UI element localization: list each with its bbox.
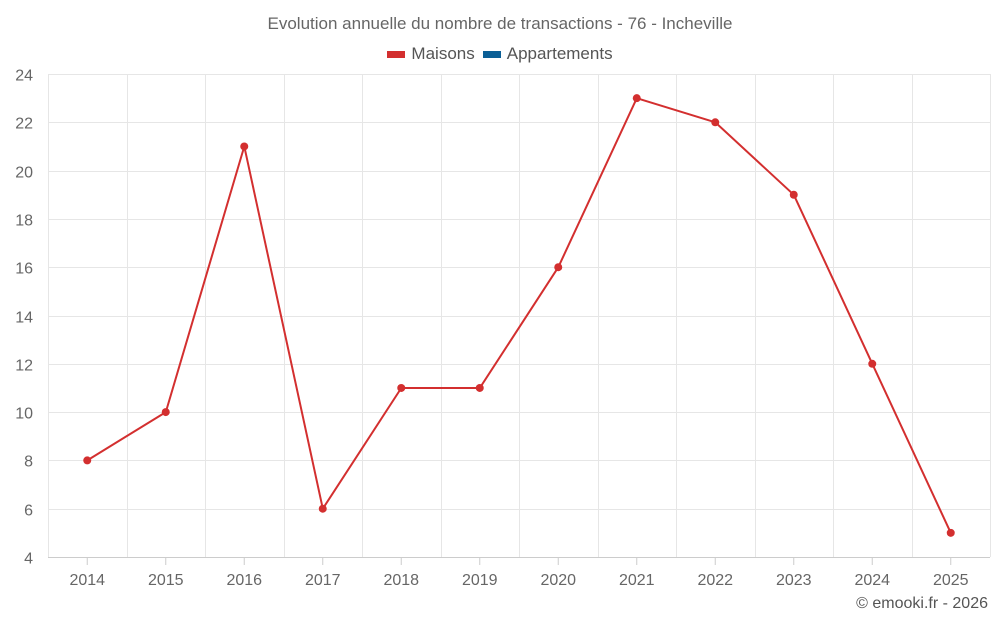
x-tick-label: 2021 (619, 572, 655, 589)
data-point-maisons (789, 190, 798, 199)
y-tick-label: 18 (15, 213, 33, 230)
x-tick-label: 2015 (148, 572, 184, 589)
chart-title: Evolution annuelle du nombre de transact… (267, 14, 733, 33)
x-tick-label: 2016 (226, 572, 262, 589)
y-tick-label: 6 (24, 503, 33, 520)
x-tick-label: 2025 (933, 572, 969, 589)
data-point-maisons (946, 528, 955, 537)
legend-swatch-appartements (482, 50, 501, 58)
data-point-maisons (475, 383, 484, 392)
y-tick-label: 24 (15, 68, 33, 85)
y-tick-label: 4 (24, 551, 33, 568)
y-tick-label: 12 (15, 358, 33, 375)
credits[interactable]: © emooki.fr - 2026 (856, 595, 988, 612)
legend-label-maisons: Maisons (411, 44, 475, 63)
legend-swatch-maisons (387, 50, 406, 58)
x-tick-label: 2024 (854, 572, 890, 589)
x-tick-label: 2014 (69, 572, 105, 589)
legend-item-appartements[interactable]: Appartements (482, 44, 613, 64)
y-tick-label: 22 (15, 116, 33, 133)
data-point-maisons (554, 263, 563, 272)
data-point-maisons (711, 118, 720, 127)
x-tick-label: 2020 (540, 572, 576, 589)
y-tick-label: 10 (15, 406, 33, 423)
x-tick-label: 2019 (462, 572, 498, 589)
x-tick-label: 2023 (776, 572, 812, 589)
y-tick-label: 14 (15, 310, 33, 327)
series-line-maisons (86, 97, 952, 534)
data-point-maisons (240, 142, 249, 151)
y-tick-label: 16 (15, 261, 33, 278)
data-point-maisons (868, 359, 877, 368)
y-tick-label: 8 (24, 454, 33, 471)
data-point-maisons (318, 504, 327, 513)
data-point-maisons (397, 383, 406, 392)
y-tick-label: 20 (15, 165, 33, 182)
x-tick-label: 2017 (305, 572, 341, 589)
legend-item-maisons[interactable]: Maisons (387, 44, 475, 64)
data-point-maisons (161, 408, 170, 417)
legend-label-appartements: Appartements (506, 44, 613, 63)
x-tick-label: 2022 (697, 572, 733, 589)
data-point-maisons (632, 94, 641, 103)
x-tick-label: 2018 (383, 572, 419, 589)
chart-legend: Maisons Appartements (0, 44, 1000, 64)
data-point-maisons (83, 456, 92, 465)
